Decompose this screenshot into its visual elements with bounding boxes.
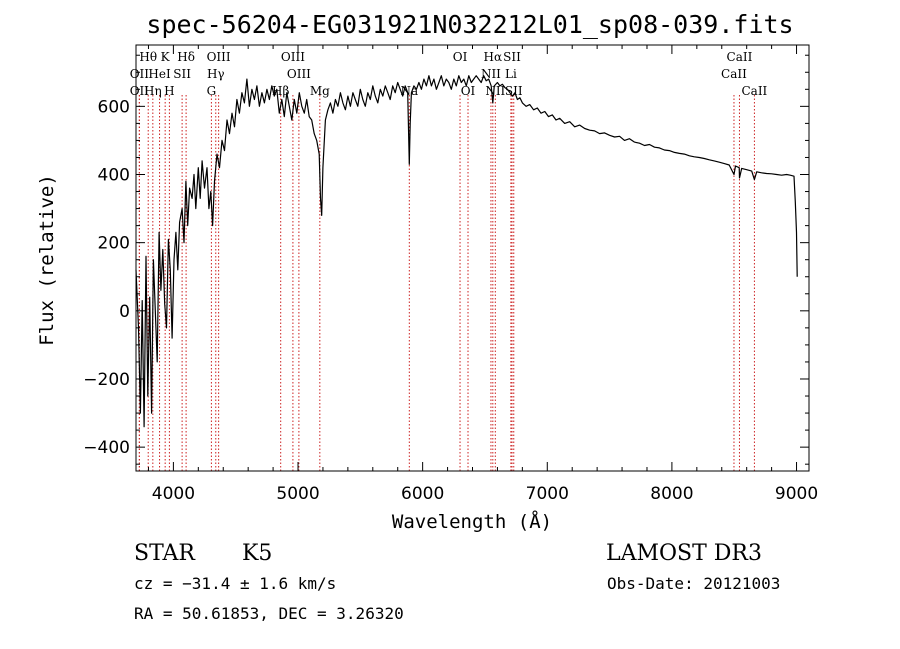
line-marker-label: CaII xyxy=(727,50,753,64)
x-tick-label: 8000 xyxy=(650,484,693,504)
line-marker-label: Hθ xyxy=(139,50,157,64)
line-marker-label: SII xyxy=(173,67,191,81)
series-line-flux xyxy=(135,75,798,428)
line-marker-label: OI xyxy=(453,50,468,64)
y-tick-label: 600 xyxy=(98,97,130,117)
line-marker-label: OI xyxy=(461,84,476,98)
line-marker-label: OIII xyxy=(207,50,231,64)
line-marker-label: HeI xyxy=(148,67,171,81)
line-marker-label: OII xyxy=(130,67,150,81)
y-tick-label: −400 xyxy=(83,438,130,458)
x-tick-label: 5000 xyxy=(276,484,319,504)
y-tick-label: 400 xyxy=(98,166,130,186)
line-marker-label: Hγ xyxy=(207,67,225,81)
x-tick-label: 7000 xyxy=(526,484,569,504)
redshift-info: cz = −31.4 ± 1.6 km/s xyxy=(134,574,336,593)
line-marker-label: OIII xyxy=(287,67,311,81)
line-marker-label: Hα xyxy=(484,50,503,64)
line-marker-label: OIII xyxy=(281,50,305,64)
y-tick-label: −200 xyxy=(83,370,130,390)
line-marker-label: Hβ xyxy=(272,84,289,98)
x-tick-label: 6000 xyxy=(401,484,444,504)
y-axis-label: Flux (relative) xyxy=(36,174,58,346)
line-marker-label: G xyxy=(207,84,217,98)
y-tick-label: 200 xyxy=(98,234,130,254)
x-axis: 4000 5000 6000 7000 8000 9000 xyxy=(147,45,818,504)
line-marker-label: CaII xyxy=(721,67,747,81)
object-type: STAR xyxy=(134,541,196,566)
x-tick-label: 4000 xyxy=(152,484,195,504)
line-marker-label: K xyxy=(161,50,171,64)
y-axis: −400 −200 0 200 400 600 xyxy=(83,54,809,465)
chart-title: spec-56204-EG031921N032212L01_sp08-039.f… xyxy=(146,10,793,39)
plot-frame xyxy=(135,44,810,472)
line-marker-label: OII xyxy=(130,84,150,98)
line-marker-label: Hη xyxy=(144,84,162,98)
line-marker-label: CaII xyxy=(741,84,767,98)
obs-date: Obs-Date: 20121003 xyxy=(607,574,780,593)
line-marker-label: Hδ xyxy=(177,50,195,64)
line-marker-label: NII xyxy=(485,84,505,98)
series-group xyxy=(135,75,798,428)
line-marker-label: H xyxy=(164,84,174,98)
x-tick-label: 9000 xyxy=(775,484,818,504)
coordinates: RA = 50.61853, DEC = 3.26320 xyxy=(134,604,404,623)
survey-name: LAMOST DR3 xyxy=(606,541,762,566)
line-marker-label: SII xyxy=(505,84,523,98)
line-marker-label: Li xyxy=(505,67,517,81)
y-tick-label: 0 xyxy=(119,302,130,322)
line-marker-label: Mg xyxy=(310,84,330,98)
line-marker-label: NII xyxy=(481,67,501,81)
line-marker-label: SII xyxy=(503,50,521,64)
object-subclass: K5 xyxy=(242,541,272,566)
x-axis-label: Wavelength (Å) xyxy=(392,510,552,533)
